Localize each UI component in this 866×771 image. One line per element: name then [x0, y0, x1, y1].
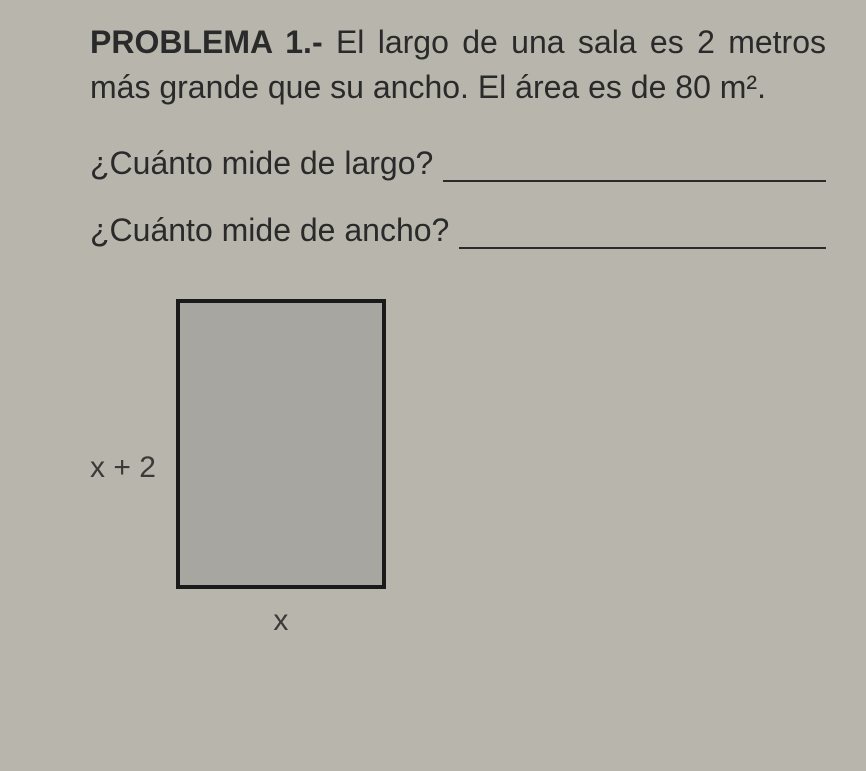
diagram-bottom-label: x [273, 604, 288, 638]
problem-statement: PROBLEMA 1.- El largo de una sala es 2 m… [90, 20, 826, 110]
question-largo: ¿Cuánto mide de largo? [90, 145, 826, 182]
blank-ancho[interactable] [459, 213, 826, 249]
question-largo-text: ¿Cuánto mide de largo? [90, 145, 433, 182]
blank-largo[interactable] [443, 146, 826, 182]
diagram-left-label: x + 2 [90, 451, 156, 485]
diagram-rectangle [176, 299, 386, 589]
question-ancho-text: ¿Cuánto mide de ancho? [90, 212, 449, 249]
diagram-container: x + 2 x [90, 299, 826, 638]
problem-label: PROBLEMA 1.- [90, 24, 323, 60]
diagram-column: x [176, 299, 386, 638]
question-ancho: ¿Cuánto mide de ancho? [90, 212, 826, 249]
